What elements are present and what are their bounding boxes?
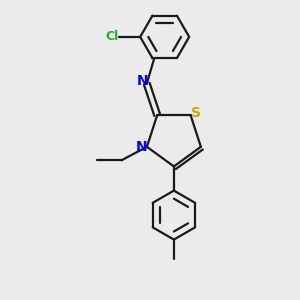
Text: N: N xyxy=(136,74,148,88)
Text: S: S xyxy=(191,106,201,120)
Text: Cl: Cl xyxy=(106,30,119,44)
Text: N: N xyxy=(136,140,147,154)
